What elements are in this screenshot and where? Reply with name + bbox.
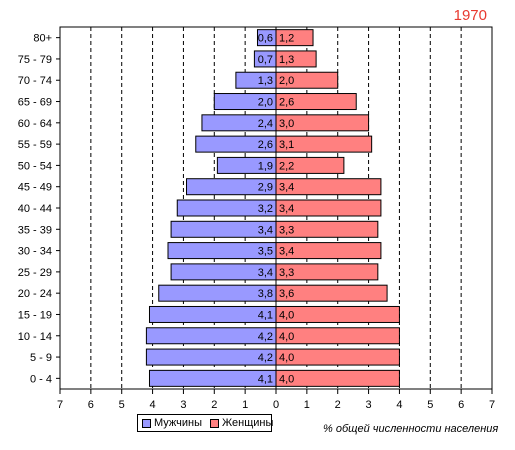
y-tick-label: 45 - 49 (18, 182, 52, 194)
data-label-women: 3,6 (279, 288, 294, 300)
data-label-women: 3,4 (279, 182, 294, 194)
x-tick-label: 4 (396, 399, 402, 411)
x-tick-label: 5 (427, 399, 433, 411)
bar-women (275, 305, 400, 323)
x-axis-caption: % общей численности населения (323, 423, 499, 435)
y-tick-label: 80+ (33, 33, 52, 45)
data-label-men: 4,2 (258, 352, 273, 364)
data-label-women: 2,2 (279, 160, 294, 172)
x-tick-label: 3 (366, 399, 372, 411)
data-label-men: 1,9 (258, 160, 273, 172)
data-label-men: 3,2 (258, 203, 273, 215)
legend: Мужчины Женщины (137, 414, 273, 432)
x-tick-label: 6 (88, 399, 94, 411)
y-tick-label: 65 - 69 (18, 97, 52, 109)
y-tick-label: 40 - 44 (18, 203, 52, 215)
x-tick-label: 5 (119, 399, 125, 411)
y-tick-label: 15 - 19 (18, 309, 52, 321)
bar-women (275, 348, 400, 366)
data-label-men: 2,9 (258, 182, 273, 194)
y-tick-label: 5 - 9 (30, 352, 52, 364)
y-tick-label: 75 - 79 (18, 54, 52, 66)
legend-item-women: Женщины (210, 417, 273, 429)
x-tick-label: 1 (242, 399, 248, 411)
bar-women (275, 327, 400, 345)
legend-item-men: Мужчины (142, 417, 202, 429)
bar-men (145, 348, 277, 366)
legend-swatch-men (142, 418, 151, 428)
data-label-men: 2,6 (258, 139, 273, 151)
x-tick-label: 1 (304, 399, 310, 411)
data-label-men: 3,5 (258, 246, 273, 258)
bar-men (145, 327, 277, 345)
y-tick-label: 50 - 54 (18, 160, 52, 172)
data-label-men: 4,1 (258, 309, 273, 321)
y-tick-label: 55 - 59 (18, 139, 52, 151)
y-tick-label: 0 - 4 (30, 373, 52, 385)
legend-swatch-women (210, 418, 220, 428)
data-label-women: 3,4 (279, 203, 294, 215)
data-label-men: 1,3 (258, 75, 273, 87)
data-label-women: 1,2 (279, 33, 294, 45)
data-label-women: 3,0 (279, 118, 294, 130)
x-tick-label: 2 (211, 399, 217, 411)
data-label-men: 3,4 (258, 224, 273, 236)
y-tick-label: 25 - 29 (18, 267, 52, 279)
data-label-women: 3,4 (279, 246, 294, 258)
y-tick-label: 60 - 64 (18, 118, 52, 130)
data-label-women: 2,0 (279, 75, 294, 87)
y-tick-label: 35 - 39 (18, 224, 52, 236)
data-label-men: 2,4 (258, 118, 273, 130)
data-label-women: 3,3 (279, 224, 294, 236)
data-label-women: 4,0 (279, 309, 294, 321)
data-label-women: 4,0 (279, 373, 294, 385)
bar-women (275, 369, 400, 387)
x-tick-label: 3 (180, 399, 186, 411)
legend-label-men: Мужчины (154, 417, 203, 429)
data-label-men: 0,6 (258, 33, 273, 45)
x-tick-label: 7 (57, 399, 63, 411)
data-label-women: 3,3 (279, 267, 294, 279)
data-label-men: 0,7 (258, 54, 273, 66)
data-label-women: 1,3 (279, 54, 294, 66)
data-label-women: 2,6 (279, 97, 294, 109)
data-label-women: 4,0 (279, 331, 294, 343)
chart-title-year: 1970 (453, 7, 487, 24)
data-label-men: 3,4 (258, 267, 273, 279)
data-label-women: 4,0 (279, 352, 294, 364)
x-tick-label: 6 (458, 399, 464, 411)
data-label-men: 4,2 (258, 331, 273, 343)
x-tick-label: 4 (150, 399, 156, 411)
data-label-men: 2,0 (258, 97, 273, 109)
legend-label-women: Женщины (222, 417, 274, 429)
x-tick-label: 7 (489, 399, 495, 411)
y-tick-label: 30 - 34 (18, 246, 52, 258)
y-tick-label: 20 - 24 (18, 288, 52, 300)
data-label-men: 4,1 (258, 373, 273, 385)
x-tick-label: 0 (273, 399, 279, 411)
y-tick-label: 10 - 14 (18, 331, 52, 343)
x-tick-label: 2 (335, 399, 341, 411)
data-label-men: 3,8 (258, 288, 273, 300)
y-tick-label: 70 - 74 (18, 75, 52, 87)
data-label-women: 3,1 (279, 139, 294, 151)
